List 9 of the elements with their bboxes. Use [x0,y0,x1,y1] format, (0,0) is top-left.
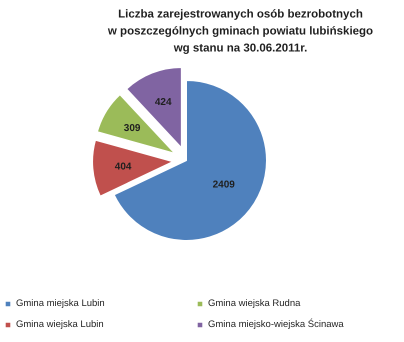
legend-label: Gmina miejska Lubin [16,298,106,309]
legend-label: Gmina wiejska Rudna [208,298,302,309]
data-label: 309 [124,122,141,134]
legend-label: Gmina miejsko-wiejska Ścinawa [208,319,345,330]
legend-label: Gmina wiejska Lubin [16,319,105,330]
chart-title: Liczba zarejestrowanych osób bezrobotnych w poszczególnych gminach powiatu lubińskiego wg stanu na 30.06.2011r. [106,8,374,54]
data-label: 2409 [212,180,236,190]
data-label: 404 [114,161,132,172]
data-label: 424 [154,96,172,108]
